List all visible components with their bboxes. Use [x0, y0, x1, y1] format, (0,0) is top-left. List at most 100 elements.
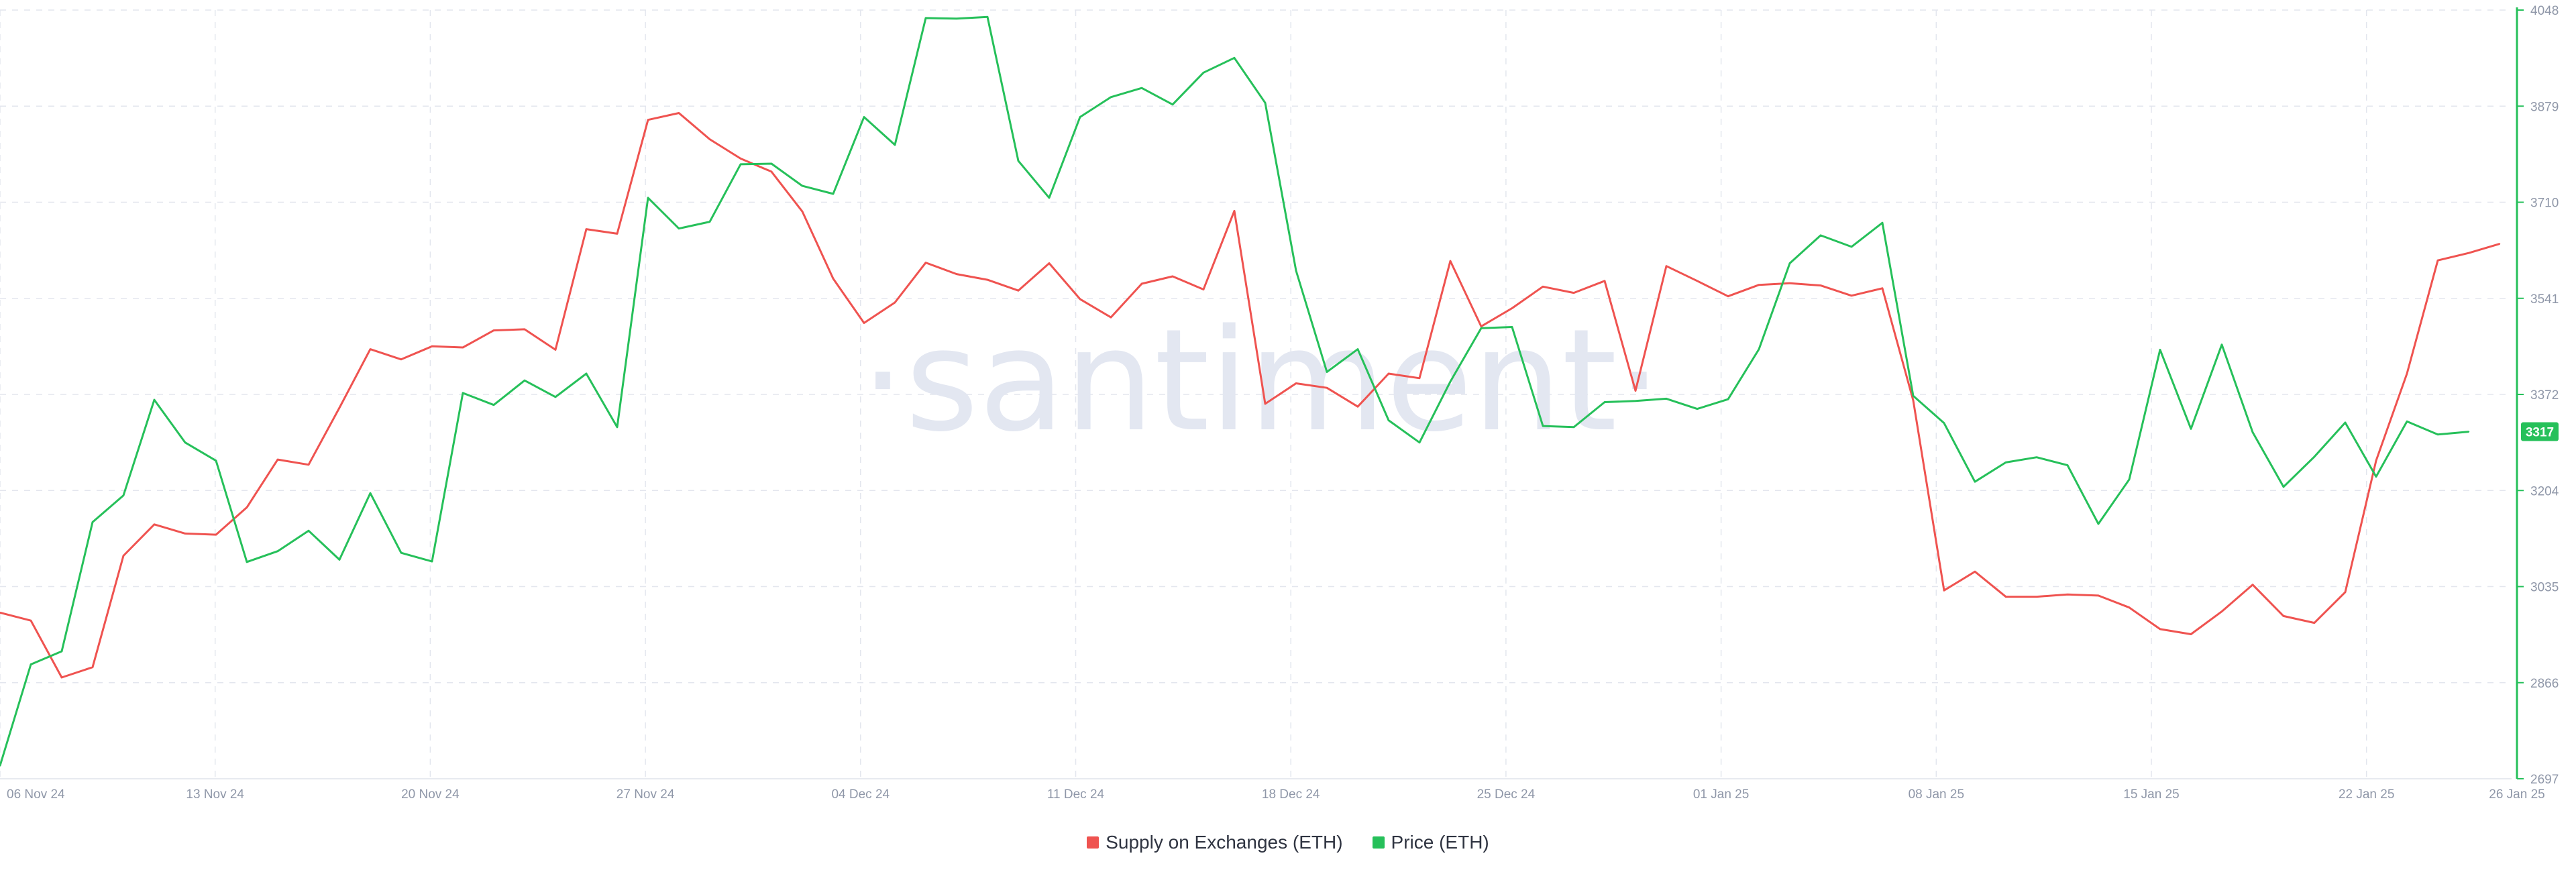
data-point-price [1326, 371, 1328, 373]
data-point-supply [431, 345, 433, 347]
data-point-price [1449, 380, 1452, 383]
data-point-price [739, 163, 742, 166]
data-point-price [1634, 400, 1637, 402]
data-point-price [30, 663, 32, 665]
data-point-supply [1387, 372, 1390, 375]
data-point-supply [215, 533, 217, 536]
data-point-price [1758, 348, 1760, 350]
data-point-supply [1542, 286, 1544, 288]
data-point-supply [1356, 406, 1359, 408]
data-point-price [91, 521, 94, 523]
data-point-supply [1017, 290, 1020, 292]
data-point-supply [2436, 260, 2439, 262]
data-point-price [986, 16, 989, 18]
legend-item-supply[interactable]: Supply on Exchanges (ETH) [1087, 832, 1343, 853]
data-point-price [2159, 349, 2161, 351]
chart-legend: Supply on Exchanges (ETH) Price (ETH) [0, 829, 2576, 856]
data-point-price [801, 184, 804, 187]
data-point-supply [554, 349, 557, 351]
data-point-supply [91, 666, 94, 668]
data-point-price [554, 396, 557, 398]
data-point-supply [1418, 377, 1421, 379]
legend-label-price: Price (ETH) [1391, 832, 1489, 853]
data-point-supply [492, 329, 495, 331]
data-point-price [338, 559, 341, 561]
data-point-price [2467, 431, 2470, 433]
data-point-supply [60, 676, 63, 679]
data-point-supply [894, 301, 896, 304]
data-point-price [215, 459, 217, 461]
y-tick-label: 3035 [2530, 581, 2559, 595]
data-point-price [2282, 486, 2285, 488]
data-point-supply [739, 158, 742, 160]
data-point-price [1572, 426, 1575, 428]
data-point-price [2406, 421, 2408, 423]
data-point-supply [924, 262, 927, 264]
data-point-price [832, 193, 835, 195]
data-point-supply [2066, 594, 2069, 596]
series-line-supply [0, 112, 2500, 679]
data-point-price [246, 561, 248, 563]
x-tick-label: 01 Jan 25 [1693, 787, 1749, 802]
x-tick-label: 13 Nov 24 [186, 787, 244, 802]
data-point-supply [2406, 372, 2408, 375]
data-point-price [307, 530, 310, 532]
data-point-price [523, 380, 526, 382]
data-point-price [60, 650, 63, 653]
data-point-price [1140, 87, 1143, 89]
data-point-supply [1048, 262, 1051, 264]
data-point-price [1387, 419, 1390, 421]
data-point-price [1819, 234, 1822, 237]
legend-item-price[interactable]: Price (ETH) [1372, 832, 1489, 853]
legend-swatch-price [1372, 836, 1385, 849]
data-point-supply [1233, 210, 1236, 212]
data-point-supply [2344, 591, 2347, 593]
x-tick-label: 22 Jan 25 [2339, 787, 2394, 802]
data-point-price [462, 392, 464, 394]
current-price-label: 3317 [2526, 426, 2554, 440]
x-tick-label: 08 Jan 25 [1909, 787, 1964, 802]
data-point-supply [1850, 294, 1853, 296]
chart-series [0, 15, 2501, 767]
data-point-supply [678, 112, 680, 114]
data-point-supply [1788, 282, 1791, 284]
data-point-price [2066, 464, 2069, 466]
data-point-price [122, 494, 125, 496]
data-point-supply [2313, 622, 2316, 624]
current-price-badge-bg [2521, 422, 2559, 441]
data-point-price [492, 404, 495, 406]
data-point-supply [1511, 307, 1513, 309]
data-point-supply [369, 348, 372, 350]
data-point-supply [2159, 628, 2161, 631]
data-point-supply [276, 458, 279, 461]
legend-label-supply: Supply on Exchanges (ETH) [1106, 832, 1343, 853]
x-tick-label: 26 Jan 25 [2489, 787, 2544, 802]
legend-swatch-supply [1087, 836, 1099, 849]
x-tick-label: 04 Dec 24 [831, 787, 890, 802]
y-tick-label: 2697 [2530, 773, 2559, 787]
data-point-price [1295, 270, 1297, 272]
data-point-supply [1665, 265, 1668, 267]
data-point-supply [1079, 298, 1081, 301]
data-point-supply [400, 358, 402, 360]
data-point-price [924, 17, 927, 19]
data-point-supply [832, 278, 835, 280]
data-point-supply [986, 278, 989, 281]
data-point-supply [1912, 399, 1915, 402]
data-point-supply [122, 555, 125, 557]
data-point-price [1233, 57, 1236, 59]
data-point-price [2436, 433, 2439, 435]
data-point-price [1542, 425, 1544, 427]
data-point-price [1665, 398, 1668, 400]
data-point-price [369, 492, 372, 494]
data-point-supply [1758, 284, 1760, 286]
data-point-price [2220, 343, 2223, 345]
data-point-price [431, 560, 433, 563]
x-tick-label: 06 Nov 24 [7, 787, 65, 802]
data-point-price [1264, 102, 1267, 104]
data-point-price [1110, 96, 1112, 98]
data-point-price [0, 765, 1, 767]
data-point-supply [2375, 459, 2377, 461]
data-point-price [1171, 103, 1174, 105]
